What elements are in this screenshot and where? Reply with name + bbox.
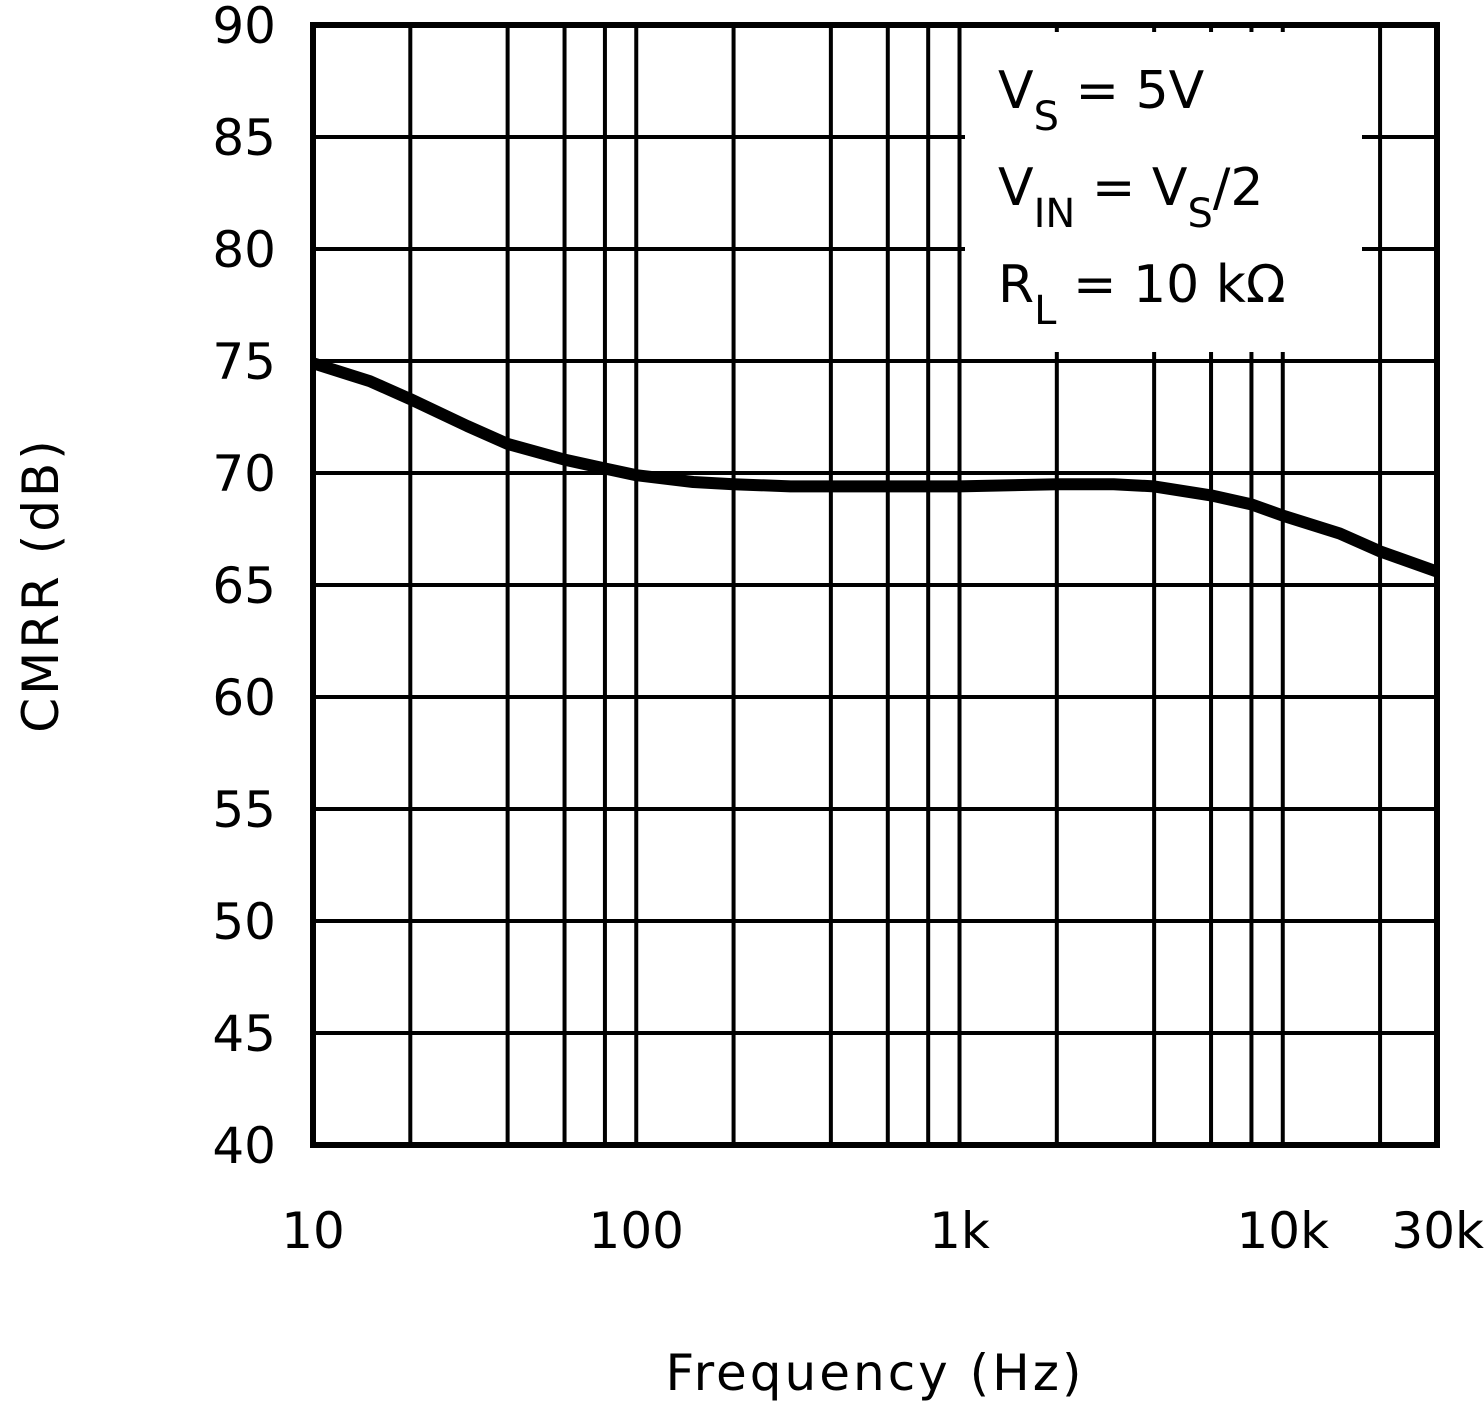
x-axis-label: Frequency (Hz) xyxy=(665,1344,1084,1402)
y-tick-label: 40 xyxy=(212,1117,276,1175)
y-tick-labels: 90 85 80 75 70 65 60 55 50 45 40 xyxy=(212,0,276,1175)
y-tick-label: 75 xyxy=(212,333,276,391)
y-tick-label: 50 xyxy=(212,893,276,951)
data-curve xyxy=(311,357,1440,578)
x-tick-label: 10k xyxy=(1236,1202,1329,1260)
y-tick-label: 60 xyxy=(212,669,276,727)
y-tick-label: 90 xyxy=(212,0,276,55)
x-tick-label: 1k xyxy=(929,1202,990,1260)
y-tick-label: 85 xyxy=(212,109,276,167)
annotation-box: VS = 5V VIN = VS/2 RL = 10 kΩ xyxy=(965,32,1362,352)
annotation-line: VIN = VS/2 xyxy=(998,158,1264,237)
annotation-line: VS = 5V xyxy=(998,61,1205,140)
annotation-line: RL = 10 kΩ xyxy=(998,255,1286,334)
x-tick-label: 30k xyxy=(1391,1202,1484,1260)
y-tick-label: 55 xyxy=(212,781,276,839)
y-axis-label: CMRR (dB) xyxy=(12,437,70,732)
plot-frame xyxy=(310,22,1440,1148)
y-tick-label: 80 xyxy=(212,221,276,279)
x-tick-labels: 10 100 1k 10k 30k xyxy=(281,1202,1484,1260)
y-tick-label: 70 xyxy=(212,445,276,503)
x-tick-label: 100 xyxy=(589,1202,684,1260)
y-tick-label: 65 xyxy=(212,557,276,615)
x-tick-label: 10 xyxy=(281,1202,345,1260)
cmrr-line xyxy=(311,357,1440,578)
y-tick-label: 45 xyxy=(212,1005,276,1063)
